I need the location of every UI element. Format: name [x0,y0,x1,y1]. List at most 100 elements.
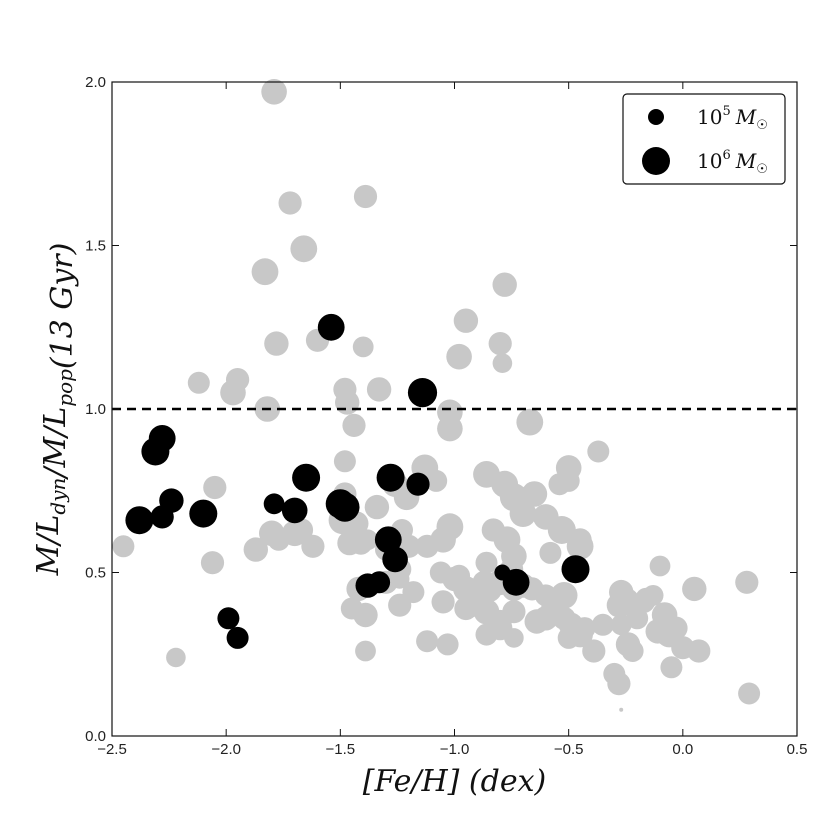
legend-label: 105 M☉ [697,104,768,133]
scatter-point-gray [166,647,186,668]
scatter-point-gray [333,450,356,473]
legend-label: 106 M☉ [697,148,768,177]
scatter-point-gray [187,371,210,394]
scatter-point-gray [502,600,526,624]
scatter-point-gray [355,640,376,662]
scatter-point-gray [301,534,325,558]
scatter-point-gray [349,531,373,555]
scatter-point-gray [475,551,498,574]
scatter-point-gray [416,630,439,653]
scatter-point-gray [200,551,225,575]
scatter-point-black [374,526,402,554]
scatter-point-gray [352,336,374,358]
scatter-point-gray [642,585,664,606]
scatter-point-gray [425,469,448,492]
x-tick-label: −2.5 [97,741,127,758]
scatter-point-gray [591,613,614,636]
scatter-point-gray [340,597,363,620]
axes: −2.5 −2.0 −1.5 −1.0 −0.5 0.0 0.5 0.0 0.5 1.0 1.5 2.… [85,74,807,758]
scatter-point-black [561,555,590,584]
scatter-point-gray [557,626,580,649]
y-axis-label: M/Ldyn/M/Lpop(13 Gyr) [31,243,80,577]
scatter-point-gray [453,308,479,333]
scatter-point-gray [607,672,631,696]
scatter-point-gray [437,415,463,442]
scatter-point-gray [521,481,548,507]
scatter-point-black [502,568,530,596]
scatter-point-gray [429,561,452,584]
scatter-point-gray [539,541,562,564]
scatter-point-black [407,378,438,408]
scatter-point-gray [278,191,302,215]
legend-marker [648,109,664,125]
x-axis-label: [Fe/H] (dex) [363,764,546,799]
scatter-point-gray [203,475,227,500]
x-tick-label: −1.5 [326,741,356,758]
scatter-point-gray [492,353,513,374]
scatter-point-black [292,463,321,492]
scatter-point-gray [682,576,707,602]
y-tick-label: 1.5 [85,238,106,255]
scatter-point-black [317,313,345,341]
scatter-point-gray [582,639,606,663]
scatter-point-gray [261,79,287,105]
scatter-point-gray [353,184,378,209]
scatter-point-black [148,425,176,452]
y-tick-label: 1.0 [85,401,106,418]
legend-marker [642,147,670,175]
scatter-point-gray [573,617,596,640]
scatter-point-black [263,493,285,515]
data-points [112,79,761,712]
scatter-point-black [226,626,249,649]
scatter-point-black [368,571,391,594]
scatter-point-gray [431,590,455,614]
scatter-point-gray [289,518,314,542]
scatter-point-gray [566,532,594,560]
scatter-point-gray [436,633,459,656]
x-tick-label: −2.0 [211,741,241,758]
scatter-point-gray [290,235,318,263]
legend: 105 M☉ 106 M☉ [622,93,786,185]
x-tick-label: 0.5 [787,741,808,758]
y-tick-label: 0.5 [85,565,106,582]
scatter-point-gray [645,619,670,644]
scatter-point-black [330,492,360,522]
scatter-point-black [159,488,184,513]
scatter-point-gray [488,332,512,356]
scatter-point-gray [389,569,410,589]
scatter-point-gray [587,440,610,463]
y-tick-label: 0.0 [85,728,106,745]
x-tick-label: −1.0 [440,741,470,758]
scatter-point-gray [220,379,246,406]
scatter-point-gray [366,377,392,402]
scatter-point-gray [342,413,366,437]
scatter-point-gray [660,656,683,679]
scatter-point-gray [492,272,517,297]
axis-labels: [Fe/H] (dex) M/Ldyn/M/Lpop(13 Gyr) [31,243,546,799]
scatter-point-gray [112,535,135,558]
x-tick-label: −0.5 [554,741,584,758]
scatter-point-gray [621,640,644,662]
scatter-point-gray [364,494,390,520]
scatter-point-gray [446,343,472,370]
scatter-point-gray [454,596,478,621]
scatter-point-black [406,472,430,496]
scatter-point-gray [264,331,289,356]
scatter-point-gray [649,555,671,577]
scatter-point-gray [251,258,279,286]
scatter-point-gray [436,513,464,541]
scatter-point-gray [557,469,580,492]
scatter-point-gray [547,516,576,544]
scatter-point-black [125,506,154,535]
scatter-point-gray [504,628,524,648]
scatter-point-gray [735,570,759,594]
scatter-point-gray [738,682,761,705]
scatter-point-black [217,607,240,630]
scatter-point-black [281,497,308,524]
scatter-point-gray [243,537,268,562]
scatter-point-gray [664,616,688,640]
scatter-point-black [189,499,218,528]
x-tick-label: 0.0 [672,741,693,758]
scatter-point-gray [524,609,549,634]
